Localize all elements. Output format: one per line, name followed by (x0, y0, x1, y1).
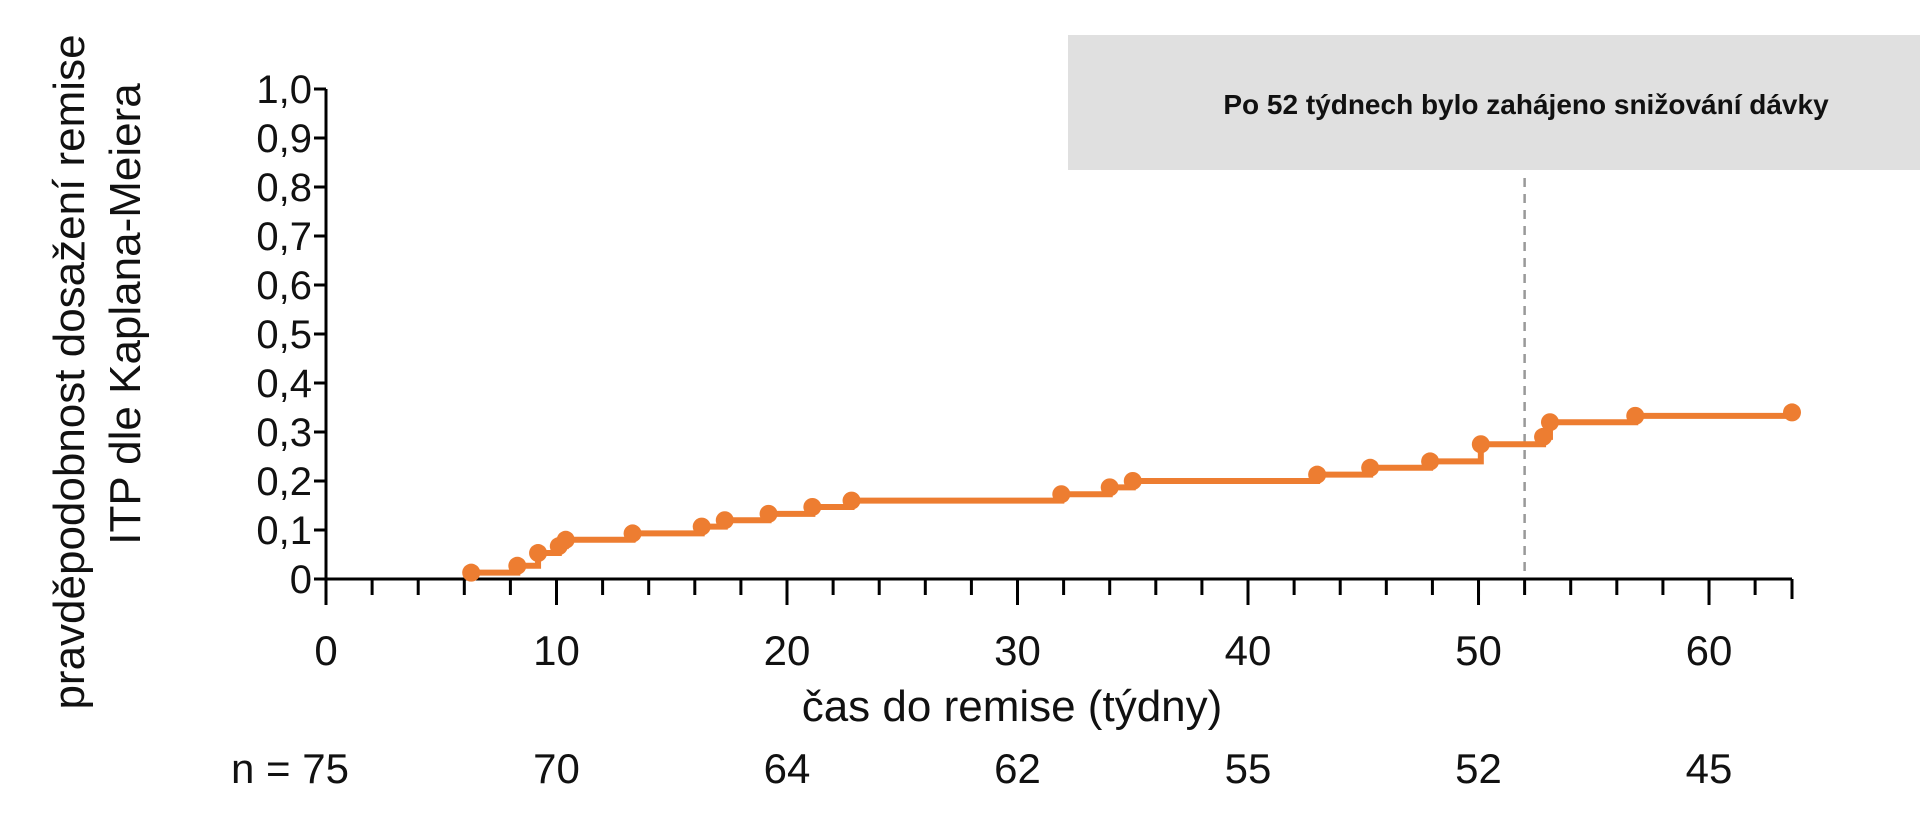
y-tick-label: 0 (290, 558, 312, 602)
y-axis-title-line-2: ITP dle Kaplana-Meiera (101, 83, 150, 545)
y-tick-label: 0,1 (256, 509, 312, 553)
km-event-marker (1052, 485, 1071, 504)
y-tick-label: 0,9 (256, 117, 312, 161)
km-event-marker (508, 556, 527, 575)
km-event-marker (1626, 406, 1645, 425)
x-tick-label: 10 (533, 627, 580, 674)
x-tick-label: 50 (1455, 627, 1502, 674)
risk-count-label: 64 (764, 745, 811, 792)
km-event-marker (1783, 403, 1801, 422)
y-tick-label: 0,3 (256, 411, 312, 455)
km-step-line (471, 412, 1795, 576)
km-event-marker (759, 504, 778, 523)
km-event-marker (1534, 427, 1553, 446)
risk-count-label: 70 (533, 745, 580, 792)
x-tick-label: 60 (1686, 627, 1733, 674)
km-event-marker (462, 563, 481, 582)
y-tick-label: 0,2 (256, 460, 312, 504)
y-axis-title-line-1: pravděpodobnost dosažení remise (45, 34, 94, 709)
km-event-marker (1308, 465, 1327, 484)
km-event-marker (1100, 478, 1119, 497)
risk-count-label: 55 (1225, 745, 1272, 792)
risk-count-label: 45 (1686, 745, 1733, 792)
risk-table: n = 75 70 64 62 55 52 45 (231, 745, 1732, 792)
risk-count-label: n = 75 (231, 745, 349, 792)
risk-count-label: 52 (1455, 745, 1502, 792)
annotation-text: Po 52 týdnech bylo zahájeno snižování dá… (1223, 89, 1829, 120)
km-event-marker (715, 511, 734, 530)
annotation-background (1068, 35, 1920, 170)
km-event-marker (1540, 413, 1559, 432)
x-tick-label: 40 (1225, 627, 1272, 674)
y-tick-label: 0,4 (256, 362, 312, 406)
km-event-marker (692, 517, 711, 536)
series-group (462, 403, 1801, 582)
x-tick-label: 30 (994, 627, 1041, 674)
km-event-marker (803, 497, 822, 516)
risk-count-label: 62 (994, 745, 1041, 792)
km-event-marker (1471, 435, 1490, 454)
axes (314, 87, 1794, 605)
y-tick-label: 0,6 (256, 264, 312, 308)
annotation-box: Po 52 týdnech bylo zahájeno snižování dá… (1068, 35, 1920, 170)
km-event-marker (1361, 458, 1380, 477)
x-tick-label: 0 (314, 627, 337, 674)
y-tick-label: 0,7 (256, 215, 312, 259)
km-event-marker (529, 544, 548, 563)
axis-labels: 0 0,1 0,2 0,3 0,4 0,5 0,6 0,7 0,8 0,9 1,0 0 10 20 30 40… (45, 34, 1732, 731)
km-event-marker (623, 524, 642, 543)
y-tick-label: 1,0 (256, 68, 312, 112)
x-axis-title: čas do remise (týdny) (802, 682, 1223, 731)
km-event-marker (556, 530, 575, 549)
x-tick-label: 20 (764, 627, 811, 674)
km-event-marker (842, 491, 861, 510)
y-tick-label: 0,8 (256, 166, 312, 210)
km-event-marker (1123, 472, 1142, 490)
y-tick-label: 0,5 (256, 313, 312, 357)
km-event-marker (1421, 452, 1440, 471)
